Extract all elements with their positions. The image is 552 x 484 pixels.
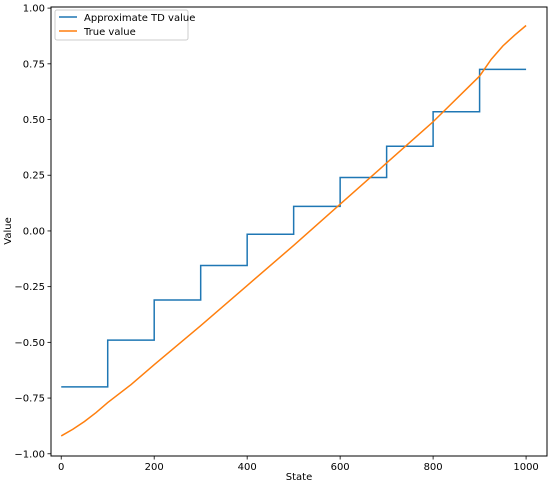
y-tick-label: −0.25 (14, 282, 45, 293)
y-tick-label: 0.50 (23, 115, 45, 126)
x-tick-label: 1000 (513, 462, 538, 473)
y-tick-label: 0.25 (23, 171, 45, 182)
legend: Approximate TD value True value (54, 9, 195, 41)
x-tick-label: 600 (331, 462, 350, 473)
x-tick-label: 0 (58, 462, 64, 473)
legend-label-approximate-td-value: Approximate TD value (84, 13, 195, 24)
legend-label-true-value: True value (83, 27, 136, 38)
y-tick-label: 0.00 (23, 226, 45, 237)
y-tick-label: −1.00 (14, 449, 45, 460)
x-axis-ticks: 0 200 400 600 800 1000 (58, 456, 539, 473)
x-tick-label: 800 (424, 462, 443, 473)
series-layer (60, 24, 527, 437)
x-tick-label: 200 (145, 462, 164, 473)
x-axis-label: State (286, 472, 312, 483)
x-tick-label: 400 (238, 462, 257, 473)
y-tick-label: 0.75 (23, 59, 45, 70)
series-line-true-value (60, 24, 527, 437)
y-tick-label: −0.75 (14, 394, 45, 405)
series-line-approximate-td-value (61, 68, 527, 388)
plot-frame (50, 6, 548, 457)
y-axis-ticks: 1.00 0.75 0.50 0.25 0.00 −0.25 −0.50 −0.75 −1.00 (14, 4, 51, 460)
y-axis-label: Value (3, 217, 14, 244)
legend-frame (54, 9, 189, 41)
y-tick-label: 1.00 (23, 4, 45, 15)
y-tick-label: −0.50 (14, 338, 45, 349)
